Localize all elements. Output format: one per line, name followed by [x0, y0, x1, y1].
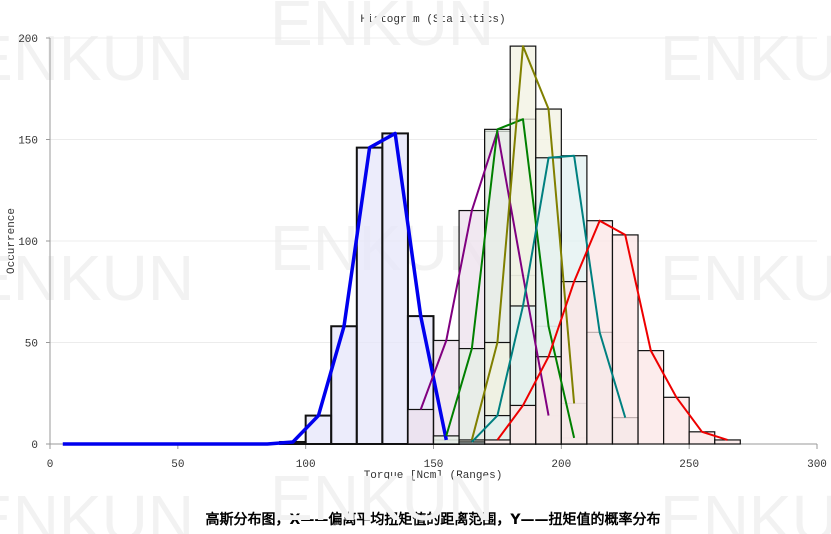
bar — [509, 404, 537, 445]
y-tick-label: 0 — [31, 440, 38, 452]
x-tick-label: 200 — [551, 459, 571, 471]
distribution-line — [470, 45, 576, 441]
watermark: ENKUN — [0, 22, 194, 94]
bar — [304, 414, 333, 445]
bar — [484, 439, 511, 445]
bar — [637, 350, 665, 445]
x-axis-label: Torque [Ncm] (Ranges) — [364, 470, 503, 482]
x-tick-label: 150 — [424, 459, 444, 471]
x-tick-label: 250 — [679, 459, 699, 471]
caption: 高斯分布图，X——偏离平均扭矩值的距离范围，Y——扭矩值的概率分布 — [206, 511, 661, 528]
bar — [407, 408, 435, 445]
watermark: ENKUN — [660, 242, 831, 314]
y-tick-label: 200 — [18, 34, 38, 46]
distribution-line — [62, 131, 448, 446]
x-tick-label: 50 — [171, 459, 184, 471]
distribution-line — [419, 130, 550, 416]
y-tick-label: 150 — [18, 136, 38, 148]
x-tick-label: 300 — [807, 459, 827, 471]
watermark: ENKUN — [0, 482, 194, 534]
distribution-line — [496, 219, 728, 441]
bar — [381, 132, 409, 445]
bar — [355, 146, 384, 445]
x-tick-label: 100 — [296, 459, 316, 471]
bar — [458, 347, 486, 445]
bar — [662, 396, 690, 445]
bar — [611, 234, 639, 445]
bar — [330, 325, 358, 446]
watermark: ENKUN — [270, 462, 494, 534]
chart-title: Histogram (Statistics) — [360, 14, 505, 26]
bar — [458, 441, 486, 445]
watermark: ENKUN — [0, 242, 194, 314]
watermark: ENKUN — [660, 22, 831, 94]
y-axis-label: Occurrence — [6, 208, 18, 274]
x-tick-label: 0 — [47, 459, 54, 471]
watermark: ENKUN — [660, 482, 831, 534]
bar — [714, 439, 741, 445]
y-tick-label: 100 — [18, 237, 38, 249]
y-tick-label: 50 — [25, 339, 38, 351]
watermark: ENKUN — [270, 0, 494, 59]
distribution-line — [471, 154, 627, 443]
